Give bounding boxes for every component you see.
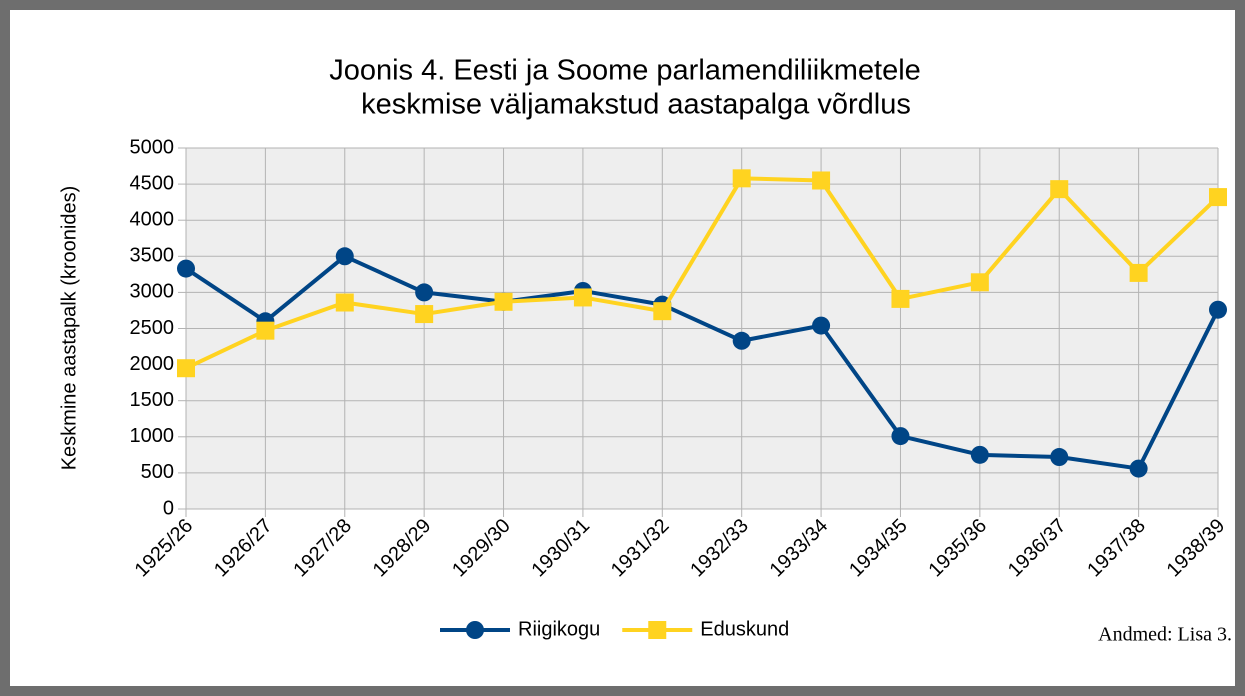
point — [1209, 300, 1227, 319]
point — [732, 169, 751, 188]
y-tick-label: 1500 — [130, 389, 175, 411]
point — [335, 247, 354, 266]
point — [970, 273, 989, 292]
point — [1129, 263, 1148, 282]
point — [177, 259, 195, 278]
y-tick-label: 500 — [141, 461, 174, 483]
chart-title: keskmise väljamakstud aastapalga võrdlus — [361, 89, 911, 121]
point — [1050, 180, 1069, 199]
point — [891, 289, 910, 308]
point — [1209, 188, 1227, 207]
legend-label: Eduskund — [700, 618, 789, 640]
point — [415, 283, 434, 302]
point — [177, 359, 195, 378]
y-tick-label: 1000 — [130, 425, 175, 447]
point — [256, 321, 275, 340]
legend-marker — [648, 621, 667, 639]
y-axis-label: Keskmine aastapalk (kroonides) — [58, 186, 80, 471]
point — [573, 288, 592, 307]
y-tick-label: 3000 — [130, 281, 175, 303]
point — [415, 305, 434, 324]
point — [1050, 448, 1069, 467]
point — [335, 293, 354, 312]
point — [494, 292, 513, 311]
point — [812, 316, 831, 335]
y-tick-label: 4000 — [130, 208, 175, 230]
y-tick-label: 0 — [163, 497, 174, 519]
y-tick-label: 3500 — [130, 245, 175, 267]
point — [970, 445, 989, 464]
point — [653, 302, 672, 321]
legend-label: Riigikogu — [518, 618, 600, 640]
annotation: Andmed: Lisa 3. — [1098, 624, 1232, 646]
y-tick-label: 2500 — [130, 317, 175, 339]
series-line — [185, 176, 1220, 371]
point — [1129, 459, 1148, 478]
point — [812, 171, 831, 190]
y-tick-label: 2000 — [130, 353, 175, 375]
point — [732, 331, 751, 350]
series-line — [184, 254, 1220, 471]
chart-title: Joonis 4. Eesti ja Soome parlamendiliikm… — [329, 55, 921, 87]
point — [891, 427, 910, 446]
y-tick-label: 4500 — [130, 172, 175, 194]
y-tick-label: 5000 — [130, 136, 175, 158]
legend-marker — [466, 621, 484, 639]
